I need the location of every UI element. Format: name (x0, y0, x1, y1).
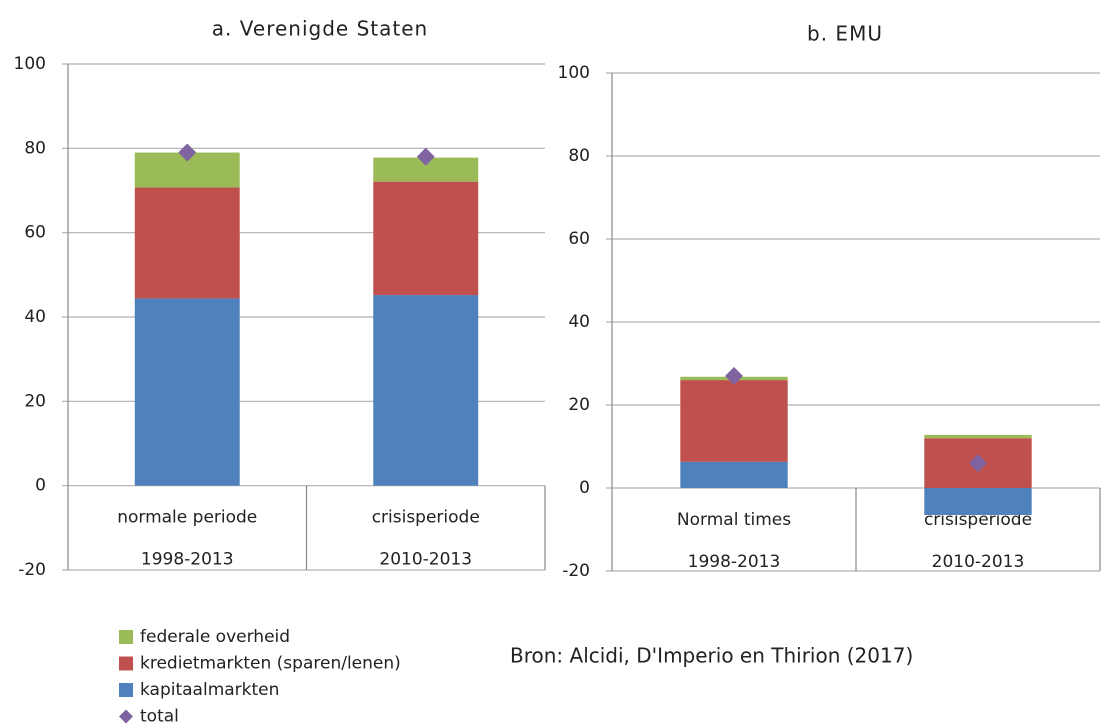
y-tick-label: 100 (14, 54, 46, 74)
x-tick-label: crisisperiode (372, 508, 480, 528)
bar-segment (680, 461, 788, 488)
bar-segment (134, 298, 240, 486)
bar-segment (373, 181, 479, 296)
legend-label: federale overheid (140, 627, 290, 647)
y-tick-label: 60 (568, 229, 590, 249)
y-tick-label: 20 (568, 395, 590, 415)
bar-segment (680, 380, 788, 462)
x-tick-label: 1998-2013 (688, 552, 781, 572)
legend-label: kredietmarkten (sparen/lenen) (140, 654, 401, 674)
y-tick-label: 100 (558, 63, 590, 83)
total-marker (178, 143, 197, 162)
chart-title: b. EMU (807, 22, 883, 46)
y-tick-label: 60 (24, 223, 46, 243)
legend-label: kapitaalmarkten (140, 680, 279, 700)
bar-segment (373, 295, 479, 486)
chart-title: a. Verenigde Staten (212, 17, 428, 41)
source-note: Bron: Alcidi, D'Imperio en Thirion (2017… (510, 644, 913, 668)
x-tick-label: 2010-2013 (379, 550, 472, 570)
bar-segment (924, 488, 1032, 515)
y-tick-label: 40 (24, 307, 46, 327)
y-tick-label: 80 (568, 146, 590, 166)
total-marker (969, 454, 987, 473)
bar-segment (134, 187, 240, 299)
x-tick-label: Normal times (677, 510, 791, 530)
x-tick-label: normale periode (117, 508, 257, 528)
y-tick-label: 0 (35, 476, 46, 496)
y-tick-label: 0 (579, 478, 590, 498)
total-marker (416, 147, 435, 166)
total-marker (725, 366, 743, 385)
legend-swatch (119, 656, 133, 671)
y-tick-label: -20 (18, 560, 46, 580)
legend-label: total (140, 707, 179, 727)
x-tick-label: crisisperiode (924, 510, 1032, 530)
legend-swatch (119, 630, 133, 644)
bar-segment (924, 434, 1032, 439)
y-tick-label: 40 (568, 312, 590, 332)
legend-swatch (119, 683, 133, 697)
y-tick-label: 80 (24, 138, 46, 158)
x-tick-label: 1998-2013 (141, 550, 234, 570)
y-tick-label: 20 (24, 391, 46, 411)
x-tick-label: 2010-2013 (932, 552, 1025, 572)
legend-marker (119, 709, 133, 724)
y-tick-label: -20 (562, 561, 590, 581)
